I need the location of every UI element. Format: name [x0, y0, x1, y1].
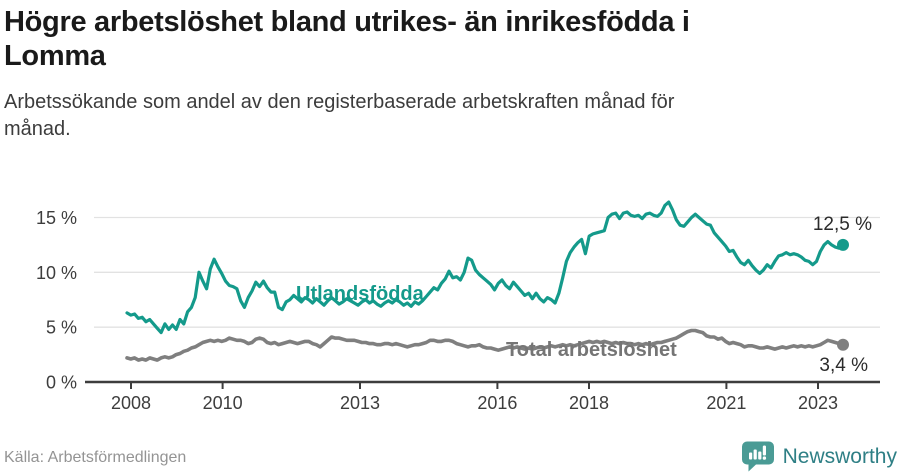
series-line-utlandsfodda [125, 200, 845, 335]
subtitle-line-2: månad. [4, 118, 71, 140]
newsworthy-logo-icon [741, 441, 774, 472]
title-line-1: Högre arbetslöshet bland utrikes- än inr… [4, 6, 690, 38]
y-axis-tick-label: 5 % [46, 318, 77, 338]
title-line-2: Lomma [4, 40, 106, 72]
x-axis-tick-label: 2016 [477, 393, 517, 413]
page-title: Högre arbetslöshet bland utrikes- än inr… [4, 5, 894, 73]
y-axis-tick-label: 0 % [46, 373, 77, 393]
end-value-label-total: 3,4 % [819, 355, 868, 376]
y-axis-tick-label: 15 % [36, 208, 77, 228]
x-axis-tick-label: 2018 [569, 393, 609, 413]
series-end-dot-total [837, 338, 849, 351]
series-line-total [125, 328, 845, 362]
chart-subtitle: Arbetssökande som andel av den registerb… [4, 89, 864, 143]
series-label-utlandsfodda: Utlandsfödda [296, 283, 425, 305]
x-axis-tick-label: 2013 [340, 393, 380, 413]
x-axis-tick-label: 2021 [706, 393, 746, 413]
series-label-total: Total arbetslöshet [506, 339, 677, 361]
x-axis-tick-label: 2023 [798, 393, 838, 413]
x-axis-tick-label: 2008 [111, 393, 151, 413]
newsworthy-logo: Newsworthy [741, 441, 897, 472]
y-axis-tick-label: 10 % [36, 263, 77, 283]
end-value-label-utlandsfodda: 12,5 % [813, 214, 872, 235]
series-end-dot-utlandsfodda [837, 238, 849, 251]
subtitle-line-1: Arbetssökande som andel av den registerb… [4, 91, 675, 113]
source-attribution: Källa: Arbetsförmedlingen [4, 449, 187, 466]
x-axis-tick-label: 2010 [203, 393, 243, 413]
newsworthy-logo-text: Newsworthy [782, 444, 897, 468]
